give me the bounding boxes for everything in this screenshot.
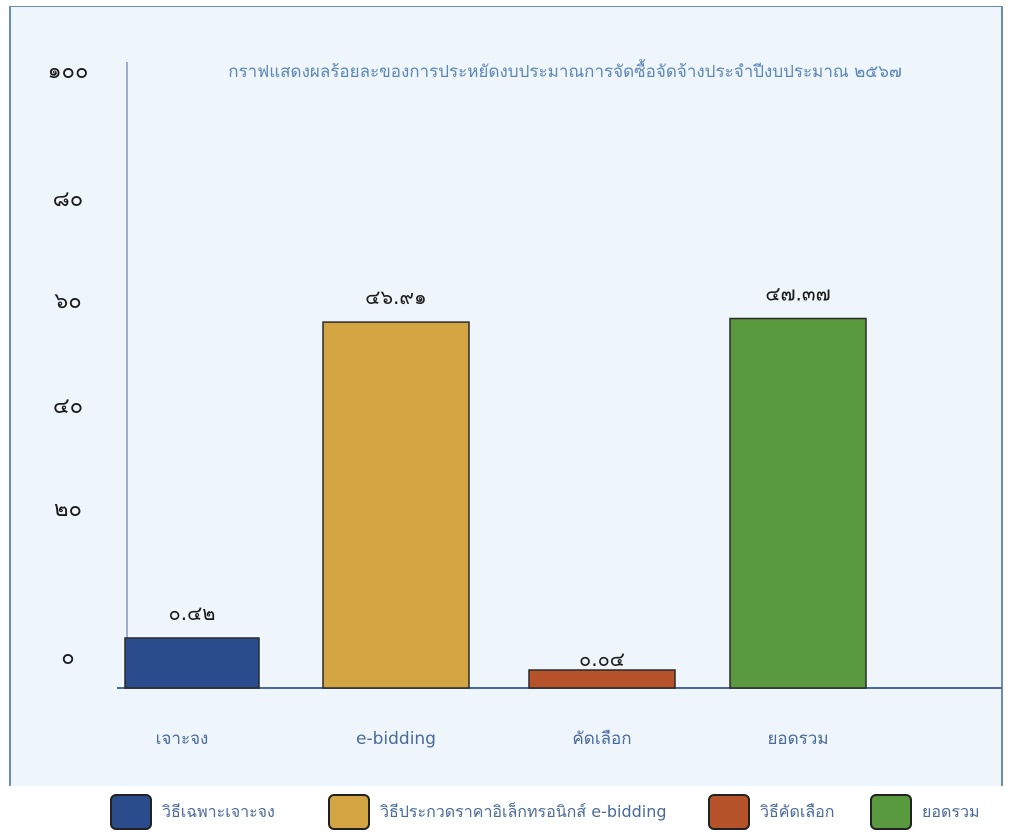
legend-item-specific: วิธีเฉพาะเจาะจง <box>110 792 275 832</box>
data-label: ๐.๐๔ <box>579 647 625 671</box>
data-labels: ๐.๔๒ ๔๖.๙๑๐.๐๔ ๔๗.๓๗ <box>169 282 831 671</box>
data-label: ๐.๔๒ <box>169 601 216 625</box>
x-tick-label: ยอดรวม <box>767 729 828 749</box>
legend-label: วิธีประกวดราคาอิเล็กทรอนิกส์ e-bidding <box>380 801 667 821</box>
y-tick-label: ๑๐๐ <box>48 59 89 84</box>
y-tick-labels: ๐ ๒๐ ๔๐ ๖๐ ๘๐ ๑๐๐ <box>48 59 89 670</box>
y-tick-label: ๒๐ <box>54 497 82 522</box>
legend-label: วิธีเฉพาะเจาะจง <box>162 801 275 821</box>
legend-item-total: ยอดรวม <box>870 792 980 832</box>
legend-item-e-bidding: วิธีประกวดราคาอิเล็กทรอนิกส์ e-bidding <box>328 792 667 832</box>
y-tick-label: ๐ <box>61 645 74 670</box>
legend-label: วิธีคัดเลือก <box>760 801 835 821</box>
legend-swatch <box>328 794 370 830</box>
x-tick-label: คัดเลือก <box>572 729 631 749</box>
data-label: ๔๖.๙๑ <box>365 285 427 309</box>
data-label: ๔๗.๓๗ <box>765 282 830 306</box>
bar <box>322 321 470 689</box>
legend-label: ยอดรวม <box>922 801 980 821</box>
legend-item-selection: วิธีคัดเลือก <box>708 792 834 832</box>
legend: วิธีเฉพาะเจาะจง วิธีประกวดราคาอิเล็กทรอน… <box>0 792 1012 832</box>
bar-chart: กราฟแสดงผลร้อยละของการประหยัดงบประมาณการ… <box>48 59 1002 749</box>
legend-swatch <box>110 794 152 830</box>
bar <box>124 637 260 689</box>
y-tick-label: ๔๐ <box>53 394 83 419</box>
y-tick-label: ๖๐ <box>54 289 81 314</box>
legend-swatch <box>708 794 750 830</box>
y-tick-label: ๘๐ <box>53 187 83 212</box>
bar <box>729 317 867 689</box>
bar <box>528 669 676 689</box>
x-tick-labels: เจาะจง e-bidding คัดเลือก ยอดรวม <box>156 729 829 749</box>
x-tick-label: e-bidding <box>356 729 436 749</box>
bars <box>124 317 867 689</box>
legend-swatch <box>870 794 912 830</box>
x-tick-label: เจาะจง <box>156 729 209 749</box>
chart-title: กราฟแสดงผลร้อยละของการประหยัดงบประมาณการ… <box>228 59 902 82</box>
